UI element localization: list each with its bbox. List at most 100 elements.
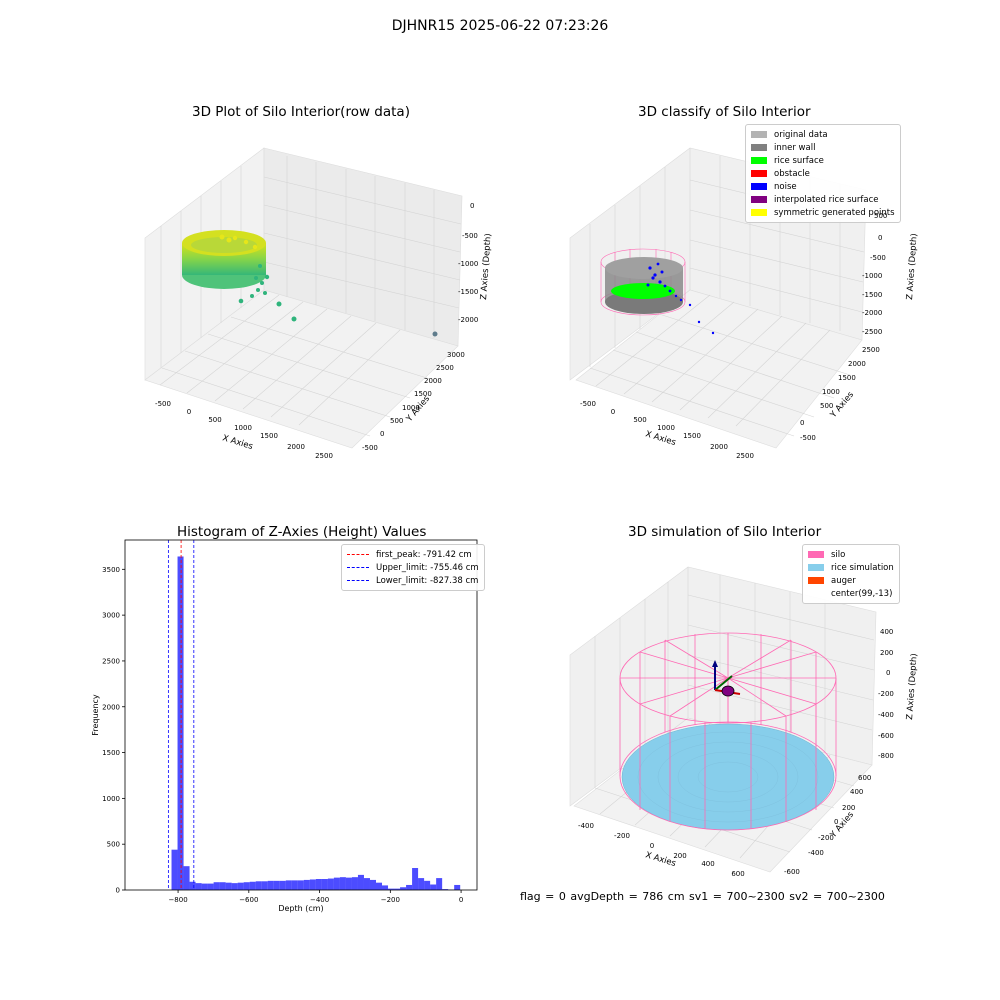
panel3-title: Histogram of Z-Axies (Height) Values [177,524,427,540]
panel3-legend-item: first_peak: -791.42 cm [347,548,479,561]
panel1-xtick: 0 [187,408,191,416]
panel4-legend: silo rice simulation auger center(99,-13… [802,544,900,604]
panel2-legend-label: noise [774,181,797,192]
histogram-bar [261,881,268,890]
panel1-ytick: 2000 [424,377,442,385]
panel1-xtick: -500 [155,400,171,408]
histogram-chart: −800 −600 −400 −200 0 0 500 1000 1500 2000 2500 30… [91,539,478,913]
panel1-zlabel: Z Axies (Depth) [479,233,494,300]
panel1-ytick: 1500 [414,390,432,398]
panel2-legend: original data inner wall rice surface ob… [745,124,901,223]
histogram-bar [213,882,220,890]
histogram-bar [303,879,310,890]
histogram-bar [357,874,364,890]
histogram-bar [351,877,358,890]
histogram-bar [225,882,232,890]
histogram-bar [369,879,376,890]
histogram-bar [454,884,461,890]
histogram-bar [285,880,292,890]
panel4-z-arrowhead [712,660,718,667]
panel2-legend-label: inner wall [774,142,816,153]
panel2-noise-points [646,262,715,335]
panel2-legend-swatch [751,196,767,203]
histogram-ytick-label: 2000 [102,703,120,711]
histogram-bar [436,878,443,890]
panel1-cylinder-inner [191,237,257,253]
panel1-scatter-points [238,264,297,322]
histogram-bar [394,888,401,890]
panel1-xlabel: X Axies [221,433,254,452]
histogram-bar [297,880,304,890]
panel3-legend-line [347,567,369,568]
histogram-xtick-label: −800 [168,896,187,904]
histogram-bar [195,883,202,890]
panel4-xtick: 0 [650,842,654,850]
panel3-legend-label: first_peak: -791.42 cm [376,549,472,560]
panel4-ylabel: Y Axies [828,810,856,841]
panel2-legend-label: symmetric generated points [774,207,895,218]
histogram-bar [339,877,346,890]
panel4-legend-label: silo [831,549,846,560]
panel2-legend-label: obstacle [774,168,810,179]
histogram-bars [171,556,461,890]
histogram-bar [273,880,280,890]
panel2-inner-wall-top [605,257,683,279]
panel2-legend-item: noise [751,180,895,193]
histogram-bar [249,881,256,890]
panel1-outlier-point [432,331,438,337]
panel4-legend-label: center(99,-13) [831,588,893,599]
panel2-title: 3D classify of Silo Interior [638,104,811,120]
panel4-ytick: -400 [808,849,824,857]
histogram-ytick-label: 500 [107,841,120,849]
panel4-legend-item: center(99,-13) [808,587,894,600]
histogram-bar [424,880,431,890]
panel4-y-arrow [714,675,733,691]
panel4-ztick: 200 [880,649,893,657]
panel1-ztick: -1000 [458,260,478,268]
histogram-bar [237,882,244,890]
panel4-ztick: -800 [878,752,894,760]
panel2-legend-swatch [751,157,767,164]
histogram-bar [267,880,274,890]
histogram-bar [375,882,383,890]
panel4-xtick: 400 [701,860,714,868]
histogram-xtick-label: −400 [310,896,329,904]
panel3-legend: first_peak: -791.42 cm Upper_limit: -755… [341,544,485,591]
histogram-ytick-label: 2500 [102,657,120,665]
panel2-legend-swatch [751,144,767,151]
panel1-ytick: 3000 [447,351,465,359]
panel1-xtick: 500 [208,416,221,424]
panel4-xtick: -400 [578,822,594,830]
histogram-bar [382,885,389,890]
panel4-zlabel: Z Axies (Depth) [905,653,920,720]
histogram-xlabel: Depth (cm) [278,904,323,913]
panel1-pane-floor [144,289,459,449]
panel1-3d-plot: -500 0 500 1000 1500 2000 2500 -500 0 50… [144,147,494,460]
panel1-ztick: -500 [462,232,478,240]
histogram-yticks: 0 500 1000 1500 2000 2500 3000 3500 [102,566,125,895]
panel4-ytick: 600 [858,774,871,782]
panel4-3d-plot: -400 -200 0 200 400 600 -600 -400 -200 0… [569,566,920,878]
panel3-legend-label: Lower_limit: -827.38 cm [376,575,479,586]
panel1-xtick: 1000 [234,424,252,432]
histogram-bar [418,878,425,890]
histogram-bar [201,883,208,890]
histogram-bar [321,879,328,890]
panel4-legend-label: rice simulation [831,562,894,573]
panel4-ztick: -400 [878,711,894,719]
histogram-bar [219,882,226,890]
histogram-ytick-label: 0 [116,887,120,895]
panel4-ztick: 400 [880,628,893,636]
panel4-legend-item: rice simulation [808,561,894,574]
panel4-ztick: -200 [878,690,894,698]
histogram-xtick-label: −200 [381,896,400,904]
panel2-pane-floor [575,289,863,449]
panel2-3d-plot [569,147,867,449]
panel2-legend-item: original data [751,128,895,141]
histogram-bar [183,866,190,890]
panel1-ztick: -1500 [458,288,478,296]
histogram-bar [171,849,178,890]
histogram-bar [309,879,316,890]
panel4-xtick: 200 [673,852,686,860]
panel4-ytick: -600 [784,868,800,876]
